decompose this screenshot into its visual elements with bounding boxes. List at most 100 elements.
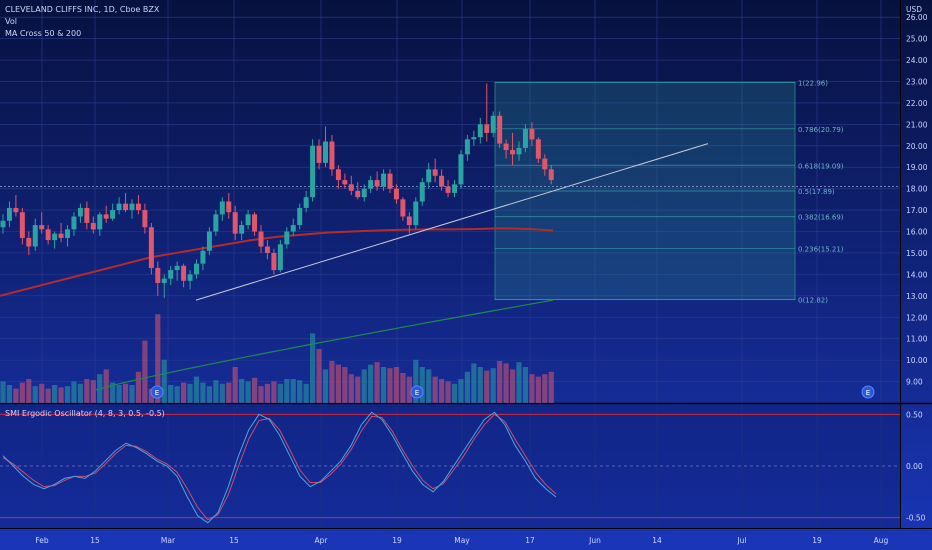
- time-tick-label: Mar: [161, 536, 176, 545]
- volume-bar: [26, 379, 32, 403]
- candle-body: [323, 141, 328, 163]
- candle-body: [368, 180, 374, 189]
- volume-bar: [426, 369, 432, 403]
- symbol-title[interactable]: CLEVELAND CLIFFS INC, 1D, Cboe BZX: [5, 5, 160, 14]
- price-tick-label: 14.00: [906, 270, 928, 279]
- volume-bar: [297, 380, 303, 403]
- fib-level-label: 0.5(17.89): [798, 188, 835, 196]
- volume-bar: [84, 379, 90, 403]
- oscillator-level-label: -0.50: [906, 514, 926, 523]
- candle-body: [374, 180, 380, 187]
- candle-body: [387, 173, 393, 189]
- volume-bar: [258, 386, 264, 403]
- volume-bar: [490, 368, 496, 403]
- price-tick-label: 16.00: [906, 228, 928, 237]
- candle-body: [381, 173, 387, 187]
- candle-body: [471, 137, 477, 140]
- candle-body: [232, 212, 238, 234]
- candle-body: [161, 278, 167, 283]
- ma200-line: [94, 299, 554, 391]
- ma-cross-label[interactable]: MA Cross 50 & 200: [5, 29, 82, 38]
- candle-body: [155, 267, 161, 283]
- volume-bar: [542, 374, 548, 403]
- volume-bar: [39, 383, 45, 403]
- candle-body: [361, 188, 367, 198]
- price-tick-label: 20.00: [906, 142, 928, 151]
- candle-body: [0, 220, 6, 228]
- volume-bar: [387, 368, 393, 403]
- volume-bar: [181, 382, 187, 403]
- volume-bar: [477, 367, 483, 403]
- candle-body: [103, 214, 109, 219]
- candle-body: [458, 154, 464, 185]
- volume-bar: [193, 376, 200, 403]
- candle-body: [355, 190, 361, 198]
- oscillator-level-label: 0.50: [906, 410, 923, 419]
- time-tick-label: Jun: [588, 536, 601, 545]
- volume-bar: [77, 383, 83, 403]
- volume-bar: [155, 314, 161, 403]
- oscillator-level-label: 0.00: [906, 462, 923, 471]
- legend: CLEVELAND CLIFFS INC, 1D, Cboe BZX Vol M…: [5, 4, 159, 40]
- earnings-marker: [861, 385, 875, 399]
- volume-bar: [71, 381, 77, 403]
- price-tick-label: 12.00: [906, 313, 928, 322]
- volume-bar: [110, 382, 116, 403]
- oscillator-title[interactable]: SMI Ergodic Oscillator (4, 8, 3, 0.5, -0…: [5, 409, 165, 418]
- candle-body: [226, 201, 232, 213]
- candle-body: [129, 203, 135, 211]
- candle-body: [419, 182, 425, 202]
- volume-bar: [284, 379, 290, 403]
- candle-body: [97, 214, 103, 230]
- volume-bar: [509, 369, 516, 403]
- volume-bar: [226, 382, 232, 403]
- smi-signal-line: [2, 413, 557, 521]
- volume-bar: [168, 385, 174, 403]
- volume-bar: [400, 373, 406, 403]
- candle-body: [510, 150, 516, 155]
- candle-body: [58, 233, 64, 238]
- candle-body: [342, 180, 348, 185]
- candle-body: [213, 214, 219, 232]
- price-tick-label: 10.00: [906, 356, 928, 365]
- candle-body: [174, 265, 180, 271]
- candle-body: [200, 250, 206, 264]
- candle-body: [290, 225, 296, 232]
- candle-body: [245, 214, 251, 226]
- vol-label[interactable]: Vol: [5, 17, 17, 26]
- volume-bar: [484, 370, 490, 403]
- volume-bar: [0, 381, 6, 403]
- candle-body: [219, 201, 225, 215]
- candle-body: [477, 124, 483, 138]
- candle-body: [452, 184, 457, 193]
- price-tick-label: 18.00: [906, 185, 928, 194]
- candle-body: [206, 231, 212, 251]
- earnings-marker-label: E: [415, 389, 419, 397]
- time-tick-label: 15: [90, 536, 100, 545]
- volume-bar: [219, 383, 225, 403]
- candle-body: [310, 145, 316, 198]
- candle-body: [142, 210, 148, 228]
- candle-body: [194, 263, 199, 275]
- candle-body: [329, 141, 335, 170]
- candle-body: [6, 207, 12, 221]
- candle-body: [77, 207, 83, 217]
- candle-body: [464, 139, 470, 155]
- volume-bar: [535, 376, 541, 403]
- candle-body: [39, 225, 45, 230]
- price-tick-label: 9.00: [906, 378, 923, 387]
- candle-body: [277, 244, 283, 271]
- candle-body: [110, 210, 116, 219]
- ma50-line: [0, 227, 554, 297]
- price-tick-label: 19.00: [906, 163, 928, 172]
- volume-bar: [374, 362, 380, 403]
- candle-body: [26, 237, 32, 247]
- volume-bar: [58, 387, 64, 403]
- volume-bar: [329, 361, 335, 403]
- volume-bar: [103, 369, 109, 403]
- candle-body: [116, 203, 122, 211]
- volume-bar: [522, 367, 529, 403]
- time-tick-label: Apr: [315, 536, 329, 545]
- candle-body: [413, 201, 419, 226]
